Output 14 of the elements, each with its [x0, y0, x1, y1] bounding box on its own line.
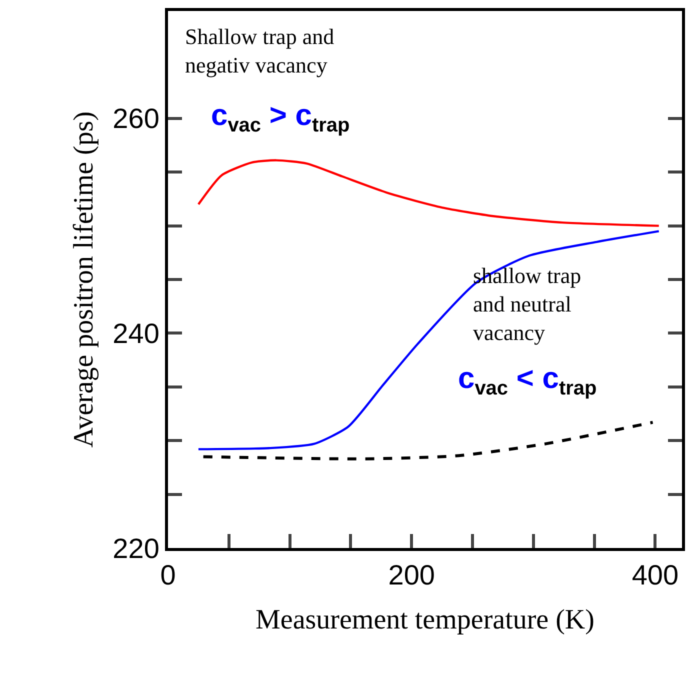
- y-axis-title: Average positron lifetime (ps): [68, 111, 100, 448]
- y-tick-label: 220: [112, 532, 160, 564]
- annotation: Shallow trap and negativ vacancy: [185, 24, 334, 78]
- line-series: [202, 420, 654, 460]
- annotation: c$_{vac}$ > c$_{trap}$: [211, 99, 350, 136]
- y-tick-label: 240: [112, 318, 160, 349]
- annotation: c$_{vac}$ < c$_{trap}$: [458, 362, 597, 400]
- x-tick-label: 200: [388, 560, 435, 591]
- x-tick-label: 0: [160, 560, 176, 591]
- line-series: [197, 230, 660, 450]
- x-axis-title: Measurement temperature (K): [256, 604, 594, 636]
- line-series: [197, 159, 660, 227]
- x-tick-label: 400: [632, 560, 679, 591]
- y-tick-label: 260: [112, 103, 160, 134]
